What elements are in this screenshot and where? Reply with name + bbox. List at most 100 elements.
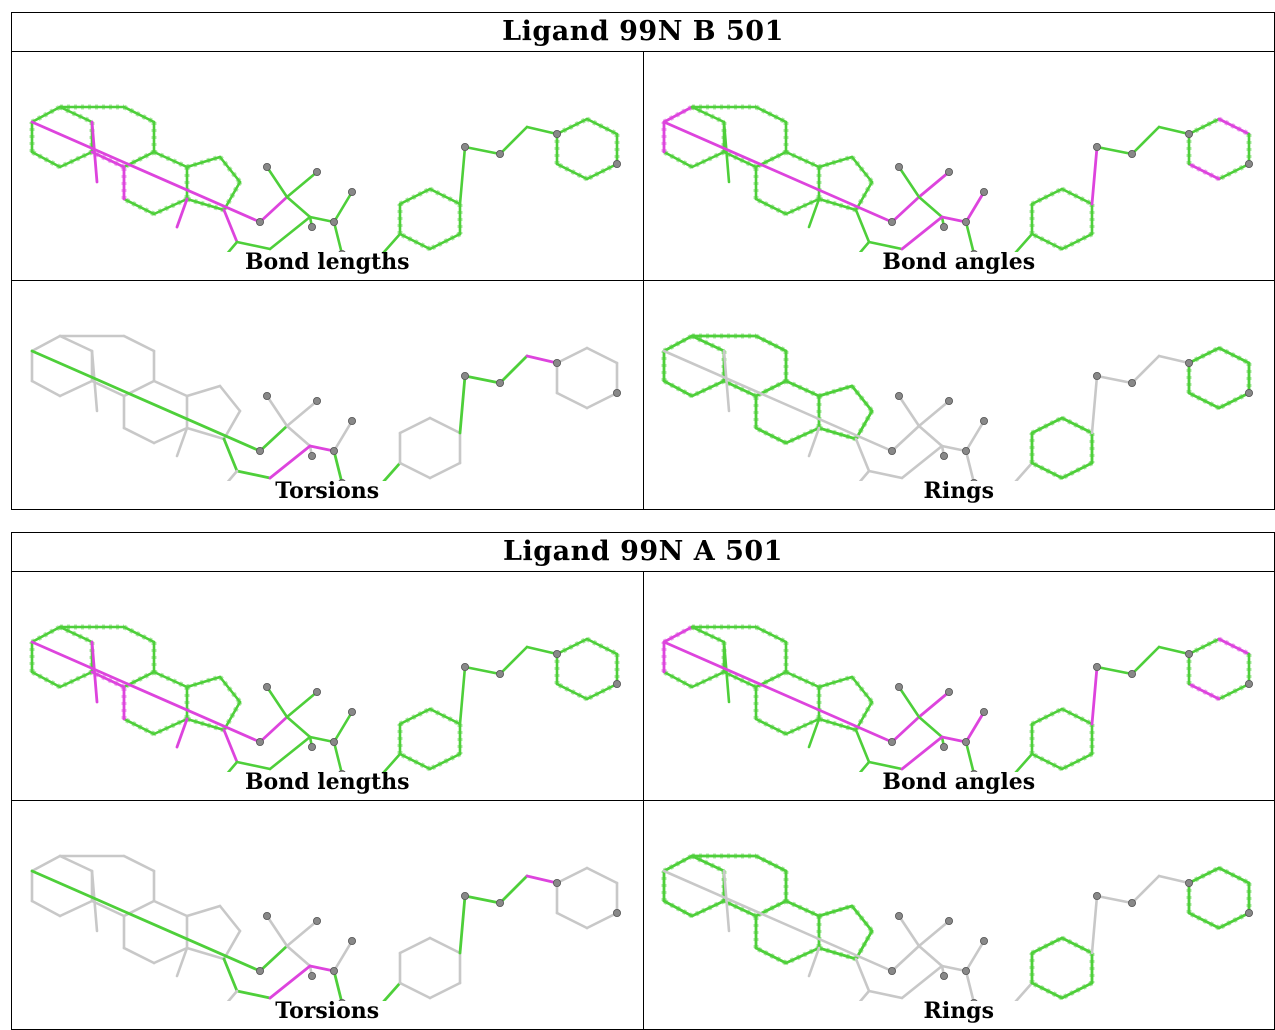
bond-line — [222, 929, 242, 961]
ring-bond-dash — [754, 853, 787, 874]
ring-bond-dash — [122, 104, 156, 125]
atom-sphere — [329, 217, 338, 226]
ring-bond-dash — [30, 669, 62, 690]
bond-line — [90, 150, 126, 169]
bond-line — [854, 700, 873, 732]
bond-line — [858, 240, 870, 252]
ring-bond-dash — [555, 636, 589, 657]
bond-line — [1013, 981, 1033, 1001]
bond-line — [817, 904, 853, 918]
bond-line — [1187, 162, 1220, 181]
bond-line — [122, 334, 156, 353]
ring-bond-dash — [690, 333, 725, 354]
bond-line — [308, 735, 336, 744]
bond-line — [308, 444, 336, 453]
ring-bond-dash — [1217, 161, 1250, 182]
bond-line — [1130, 354, 1160, 385]
bond-line — [58, 670, 94, 689]
bond-line — [265, 165, 289, 199]
ring-bond-dash — [1187, 345, 1220, 366]
bond-line — [525, 874, 559, 885]
bond-line — [850, 675, 873, 704]
bond-line — [917, 944, 943, 968]
bond-line — [1060, 981, 1093, 1000]
bond-line — [285, 715, 312, 739]
ring-bond-dash — [853, 180, 874, 212]
bond-line — [1060, 936, 1093, 955]
bond-line — [265, 914, 289, 948]
ligand-structure-image — [661, 624, 1253, 772]
atom-sphere — [887, 737, 896, 746]
bond-line — [30, 150, 62, 169]
panel-caption: Rings — [923, 998, 994, 1024]
bond-line — [585, 866, 619, 885]
bond-line — [690, 625, 725, 644]
bond-line — [1217, 637, 1250, 656]
ring-bond-dash — [122, 716, 156, 737]
bond-line — [235, 760, 272, 771]
atom-sphere — [1092, 892, 1101, 901]
bond-line — [152, 197, 189, 216]
bond-line — [917, 170, 950, 199]
bond-line — [1060, 461, 1093, 480]
bond-line — [463, 665, 502, 676]
bond-line — [897, 685, 920, 719]
bond-line — [58, 105, 94, 124]
bond-line — [463, 894, 502, 905]
bond-line — [268, 964, 312, 1000]
ring-bond-dash — [849, 675, 874, 704]
bond-line — [1060, 232, 1093, 251]
ring-bond-dash — [722, 378, 757, 399]
panel-caption: Bond lengths — [244, 249, 410, 275]
atom-sphere — [961, 446, 970, 455]
bond-line — [817, 384, 853, 398]
bond-line — [964, 220, 975, 252]
bond-line — [1187, 637, 1220, 656]
bond-line — [332, 449, 343, 481]
bond-line — [940, 964, 967, 973]
ring-bond-dash — [585, 636, 619, 657]
bond-line — [398, 707, 432, 726]
bond-line — [90, 379, 126, 398]
atom-sphere — [1184, 650, 1193, 659]
bond-line — [585, 637, 619, 656]
bond-line — [858, 989, 870, 1001]
bond-line — [463, 374, 502, 385]
panel-torsions: Torsions — [11, 280, 644, 510]
ring-bond-dash — [428, 706, 462, 727]
atom-sphere — [961, 217, 970, 226]
bond-line — [235, 989, 272, 1000]
bond-line — [398, 981, 432, 1000]
bond-line — [463, 145, 502, 156]
bond-line — [662, 899, 693, 918]
ring-bond-dash — [662, 898, 693, 919]
panel-bond-lengths: Bond lengths — [11, 51, 644, 281]
bond-line — [784, 379, 820, 398]
atom-sphere — [307, 451, 316, 460]
bond-line — [662, 869, 893, 973]
atom-sphere — [553, 650, 562, 659]
bond-line — [332, 969, 343, 1001]
atom-sphere — [970, 479, 977, 481]
atom-sphere — [347, 187, 356, 196]
atom-sphere — [307, 742, 316, 751]
atom-sphere — [944, 917, 953, 926]
ring-bond-dash — [90, 149, 126, 170]
bond-line — [817, 946, 857, 961]
bond-line — [1217, 346, 1250, 365]
bond-line — [964, 419, 985, 453]
ring-bond-dash — [849, 904, 874, 933]
bond-line — [185, 155, 222, 169]
atom-sphere — [1092, 143, 1101, 152]
bond-line — [90, 349, 99, 413]
atom-sphere — [979, 187, 988, 196]
bond-line — [784, 946, 820, 965]
ligand-structure-image — [29, 104, 622, 252]
bond-line — [175, 717, 189, 749]
bond-line — [1157, 354, 1190, 365]
ring-bond-dash — [152, 669, 189, 690]
ring-bond-dash — [784, 149, 820, 170]
bond-line — [917, 715, 943, 739]
ligand-report-b501: Ligand 99N B 501 Bond lengths Bond angle… — [11, 12, 1275, 510]
bond-line — [754, 854, 787, 873]
